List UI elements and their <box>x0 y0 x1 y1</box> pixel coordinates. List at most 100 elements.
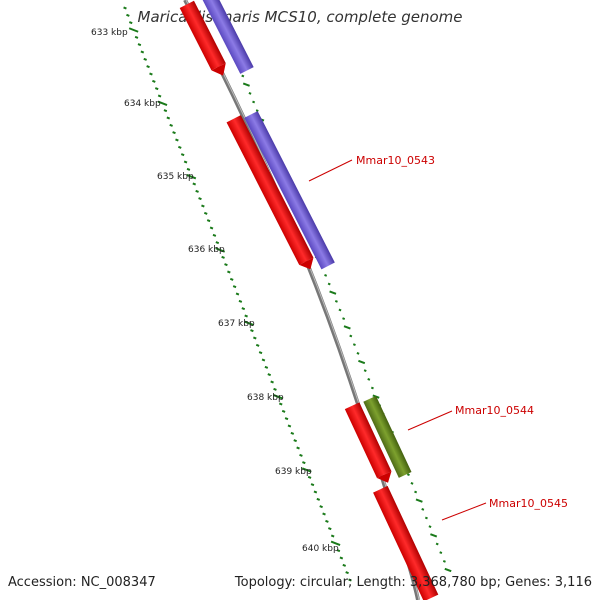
minor-tick <box>296 446 300 450</box>
minor-tick <box>253 336 257 340</box>
minor-tick <box>336 549 341 553</box>
outer-tick <box>327 282 331 286</box>
minor-tick <box>192 182 197 186</box>
major-tick <box>157 100 168 107</box>
minor-tick <box>186 167 191 171</box>
minor-tick <box>270 380 274 384</box>
outer-tick <box>343 325 351 330</box>
tick-label: 637 kbp <box>218 319 255 329</box>
minor-tick <box>175 138 179 142</box>
minor-tick <box>313 490 318 494</box>
minor-tick <box>140 50 145 54</box>
minor-tick <box>224 263 228 267</box>
minor-tick <box>157 94 162 98</box>
cds-feature-mmar10-0543[interactable] <box>226 115 318 273</box>
minor-tick <box>178 145 182 149</box>
major-tick <box>273 393 283 400</box>
minor-tick <box>195 189 199 193</box>
blast-hit-0543[interactable] <box>244 111 335 270</box>
minor-tick <box>134 35 139 39</box>
label-leader-0544 <box>407 410 453 431</box>
outer-tick <box>444 567 452 573</box>
outer-tick <box>421 507 425 511</box>
minor-tick <box>206 219 211 223</box>
outer-tick <box>356 351 360 355</box>
minor-tick <box>209 226 214 230</box>
minor-tick <box>221 255 225 259</box>
outer-tick <box>410 481 414 485</box>
minor-tick <box>137 43 142 47</box>
outer-tick <box>349 334 353 338</box>
minor-tick <box>152 79 156 83</box>
tick-label: 634 kbp <box>124 99 161 109</box>
minor-tick <box>302 461 306 465</box>
minor-tick <box>307 475 312 479</box>
tick-label: 635 kbp <box>157 172 194 182</box>
minor-tick <box>215 241 220 245</box>
minor-tick <box>203 211 208 215</box>
outer-tick <box>370 386 374 390</box>
tick-label: 639 kbp <box>275 467 312 477</box>
outer-tick <box>324 273 328 277</box>
minor-tick <box>201 204 205 208</box>
minor-tick <box>238 299 243 303</box>
outer-tick <box>248 91 252 95</box>
outer-tick <box>424 516 428 520</box>
outer-tick <box>435 542 439 546</box>
minor-tick <box>183 160 188 164</box>
tick-label: 640 kbp <box>302 544 339 554</box>
outer-tick <box>255 109 259 113</box>
minor-tick <box>293 439 297 443</box>
outer-tick <box>406 473 410 477</box>
tick-label: 633 kbp <box>91 28 128 38</box>
minor-tick <box>227 270 231 274</box>
minor-tick <box>169 123 173 127</box>
minor-tick <box>273 387 277 391</box>
minor-tick <box>212 233 217 237</box>
gene-label-mmar10-0544[interactable]: Mmar10_0544 <box>455 404 534 417</box>
outer-tick <box>414 490 418 494</box>
major-tick <box>244 320 254 327</box>
minor-tick <box>281 409 286 413</box>
minor-tick <box>241 307 246 311</box>
gene-label-mmar10-0543[interactable]: Mmar10_0543 <box>356 154 435 167</box>
cds-feature-mmar10-0545[interactable] <box>373 485 439 600</box>
minor-tick <box>163 109 168 113</box>
minor-tick <box>229 277 234 281</box>
outer-tick <box>352 343 356 347</box>
blast-hit-0544[interactable] <box>363 395 412 478</box>
minor-tick <box>264 365 269 369</box>
minor-tick <box>290 431 295 435</box>
major-tick <box>128 27 139 33</box>
outer-tick <box>439 551 443 555</box>
minor-tick <box>128 21 133 25</box>
minor-tick <box>126 13 130 17</box>
minor-tick <box>172 131 176 135</box>
minor-tick <box>232 285 237 289</box>
major-tick <box>301 467 312 473</box>
cds-feature-mmar10-0544[interactable] <box>344 402 395 486</box>
minor-tick <box>235 292 240 296</box>
minor-tick <box>310 483 315 487</box>
outer-tick <box>358 359 366 365</box>
tick-rail <box>123 6 352 582</box>
cds-feature-633[interactable] <box>179 0 231 80</box>
minor-tick <box>166 116 171 120</box>
minor-tick <box>284 417 289 421</box>
accession-text: Accession: NC_008347 <box>8 575 156 590</box>
blast-hit-633[interactable] <box>202 0 254 74</box>
gene-label-mmar10-0545[interactable]: Mmar10_0545 <box>489 497 568 510</box>
outer-tick <box>415 498 423 503</box>
major-tick <box>215 247 226 253</box>
minor-tick <box>250 329 254 333</box>
minor-tick <box>180 153 185 157</box>
minor-tick <box>330 534 335 538</box>
outer-tick <box>363 369 367 373</box>
outer-tick <box>367 377 371 381</box>
genome-summary-text: Topology: circular; Length: 3,368,780 bp… <box>234 575 592 590</box>
outer-tick <box>442 559 446 563</box>
outer-tick <box>242 82 250 87</box>
label-leader-0543 <box>308 159 353 182</box>
major-tick <box>330 540 341 547</box>
minor-tick <box>267 373 272 377</box>
